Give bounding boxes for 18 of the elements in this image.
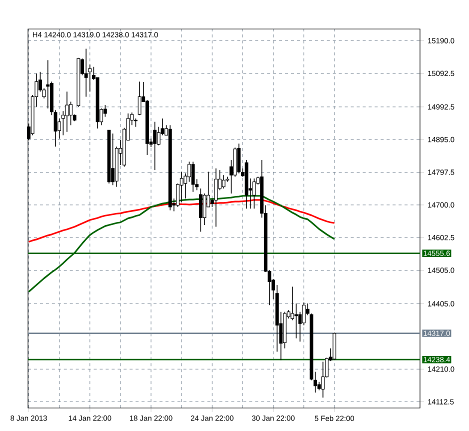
candlestick (65, 91, 69, 132)
candlestick (314, 371, 318, 393)
candlestick (237, 143, 241, 174)
candlestick (153, 121, 157, 170)
candlestick (111, 133, 115, 186)
candlestick (202, 193, 206, 226)
candlestick (252, 178, 256, 210)
candlestick (214, 168, 218, 228)
candlestick (294, 303, 298, 339)
candlestick (290, 286, 294, 321)
candlestick (191, 161, 195, 192)
candlestick (222, 174, 226, 189)
candlestick (46, 60, 50, 109)
candlestick (138, 81, 142, 116)
candlestick (84, 48, 88, 98)
candlestick (198, 188, 202, 232)
candlestick (321, 361, 325, 398)
candlestick (180, 171, 184, 202)
